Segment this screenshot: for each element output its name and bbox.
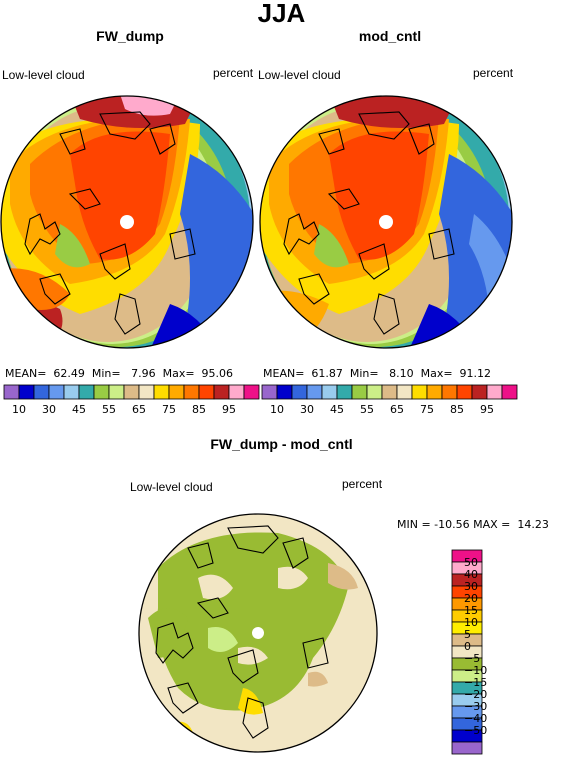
colorbar-swatch [228, 384, 245, 400]
colorbar-tick-label: 85 [192, 403, 206, 416]
colorbar-tick-label: 0 [464, 640, 471, 653]
colorbar-swatch [276, 384, 293, 400]
polar-map-diff [138, 513, 378, 753]
colorbar-swatch [243, 384, 260, 400]
colorbar-swatch [63, 384, 80, 400]
colorbar-tick-label: 75 [162, 403, 176, 416]
colorbar-tick-label: 20 [464, 592, 478, 605]
colorbar-swatch [336, 384, 353, 400]
colorbar-tick-label: −50 [464, 724, 487, 737]
colorbar-tick-label: 55 [360, 403, 374, 416]
colorbar-tick-label: −5 [464, 652, 480, 665]
colorbar-swatch [486, 384, 503, 400]
colorbar-tick-label: 30 [42, 403, 56, 416]
colorbar-swatch [381, 384, 398, 400]
colorbar-tick-label: −15 [464, 676, 487, 689]
panel-left-label-mod-cntl: Low-level cloud [258, 68, 341, 82]
colorbar-tick-label: 30 [464, 580, 478, 593]
colorbar-tick-label: 95 [222, 403, 236, 416]
colorbar-swatch [108, 384, 125, 400]
colorbar-swatch [426, 384, 443, 400]
stats-fw-dump: MEAN= 62.49 Min= 7.96 Max= 95.06 [5, 367, 234, 380]
colorbar-swatch [366, 384, 383, 400]
panel-right-label-fw-dump: percent [213, 66, 254, 80]
diff-heading: FW_dump - mod_cntl [210, 436, 353, 452]
colorbar-mod-cntl: 10 30 45 55 65 75 85 95 [261, 384, 518, 416]
colorbar-swatch [396, 384, 413, 400]
panel-left-label-fw-dump: Low-level cloud [2, 68, 85, 82]
colorbar-tick-label: −20 [464, 688, 487, 701]
colorbar-swatch [93, 384, 110, 400]
diff-right-label: percent [342, 477, 383, 491]
colorbar-swatch [411, 384, 428, 400]
colorbar-swatch [48, 384, 65, 400]
colorbar-tick-label: 40 [464, 568, 478, 581]
colorbar-tick-label: 95 [480, 403, 494, 416]
colorbar-tick-label: 75 [420, 403, 434, 416]
colorbar-tick-label: 10 [270, 403, 284, 416]
colorbar-swatch [451, 741, 483, 755]
colorbar-tick-label: 50 [464, 556, 478, 569]
colorbar-swatch [306, 384, 323, 400]
colorbar-swatch [456, 384, 473, 400]
colorbar-swatch [501, 384, 518, 400]
colorbar-swatch [213, 384, 230, 400]
colorbar-fw-dump: 10 30 45 55 65 75 85 95 [3, 384, 260, 416]
figure-title: JJA [257, 0, 306, 28]
polar-map-mod-cntl [259, 95, 513, 349]
colorbar-tick-label: 55 [102, 403, 116, 416]
colorbar-swatch [291, 384, 308, 400]
colorbar-tick-label: −40 [464, 712, 487, 725]
colorbar-swatch [18, 384, 35, 400]
stats-mod-cntl: MEAN= 61.87 Min= 8.10 Max= 91.12 [263, 367, 492, 380]
panel-heading-mod-cntl: mod_cntl [358, 28, 422, 44]
colorbar-swatch [3, 384, 20, 400]
panel-heading-fw-dump: FW_dump [96, 28, 164, 44]
colorbar-swatch [168, 384, 185, 400]
colorbar-swatch [261, 384, 278, 400]
colorbar-tick-label: 65 [390, 403, 404, 416]
colorbar-tick-label: 85 [450, 403, 464, 416]
colorbar-tick-label: 15 [464, 604, 478, 617]
colorbar-tick-label: 5 [464, 628, 471, 641]
colorbar-swatch [138, 384, 155, 400]
colorbar-swatch [471, 384, 488, 400]
colorbar-swatch [441, 384, 458, 400]
colorbar-tick-label: 45 [330, 403, 344, 416]
colorbar-tick-label: −10 [464, 664, 487, 677]
colorbar-swatch [198, 384, 215, 400]
colorbar-swatch [183, 384, 200, 400]
colorbar-tick-label: −30 [464, 700, 487, 713]
colorbar-swatch [321, 384, 338, 400]
diff-stats: MIN = -10.56 MAX = 14.23 [397, 518, 549, 531]
colorbar-tick-label: 45 [72, 403, 86, 416]
polar-map-fw-dump [0, 95, 254, 349]
colorbar-swatch [78, 384, 95, 400]
colorbar-swatch [123, 384, 140, 400]
colorbar-tick-label: 10 [464, 616, 478, 629]
colorbar-tick-label: 30 [300, 403, 314, 416]
panel-right-label-mod-cntl: percent [473, 66, 514, 80]
colorbar-swatch [351, 384, 368, 400]
colorbar-tick-label: 65 [132, 403, 146, 416]
colorbar-swatch [33, 384, 50, 400]
colorbar-tick-label: 10 [12, 403, 26, 416]
diff-left-label: Low-level cloud [130, 480, 213, 494]
colorbar-swatch [153, 384, 170, 400]
